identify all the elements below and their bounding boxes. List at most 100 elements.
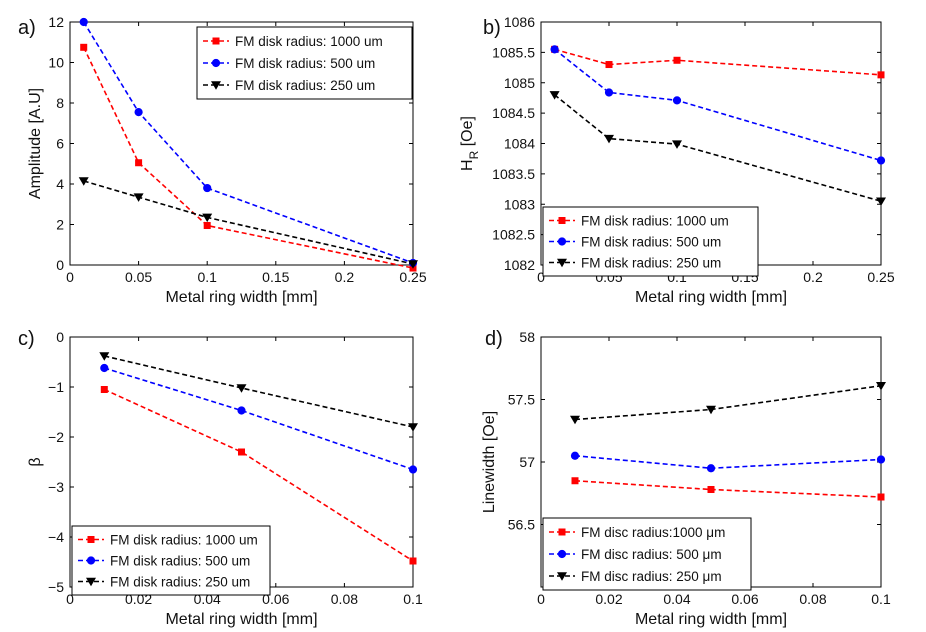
- data-point: [408, 260, 418, 269]
- series-line-2: [83, 21, 414, 264]
- y-tick-label: 10: [48, 55, 64, 71]
- data-point: [604, 134, 614, 144]
- data-point: [877, 71, 885, 79]
- x-axis-label: Metal ring width [mm]: [635, 289, 787, 306]
- legend-marker: [558, 217, 566, 224]
- x-tick-label: 0.1: [871, 591, 891, 607]
- x-axis-label: Metal ring width [mm]: [165, 611, 317, 628]
- legend-marker: [211, 81, 221, 90]
- panel-label: a): [18, 17, 36, 39]
- x-tick-label: 0.1: [403, 591, 423, 607]
- data-point: [237, 406, 246, 415]
- x-tick-label: 0.25: [867, 269, 894, 285]
- legend-marker: [557, 549, 567, 559]
- y-tick-label: 6: [56, 136, 64, 152]
- legend-marker: [86, 577, 96, 587]
- data-point: [672, 96, 682, 105]
- x-tick-label: 0: [537, 269, 545, 285]
- legend-entry: FM disc radius:1000 μm: [581, 525, 725, 540]
- x-tick-label: 0.1: [197, 269, 217, 285]
- series-line-2: [574, 454, 882, 470]
- legend-marker: [557, 572, 567, 581]
- series-line-1: [574, 479, 882, 498]
- data-point: [550, 45, 559, 54]
- legend: FM disc radius:1000 μm FM disc radius: 50…: [542, 517, 752, 591]
- legend-marker: [212, 37, 220, 45]
- data-point: [203, 222, 211, 230]
- x-tick-label: 0: [66, 269, 74, 285]
- x-axis-label: Metal ring width [mm]: [165, 289, 317, 306]
- data-point: [605, 61, 613, 69]
- legend-marker: [558, 528, 566, 536]
- x-tick-label: 0.08: [331, 591, 358, 607]
- y-tick-label: −5: [48, 579, 64, 595]
- data-point: [100, 363, 109, 373]
- y-axis-label: β: [27, 457, 44, 466]
- x-tick-label: 0.05: [125, 269, 152, 285]
- legend-marker: [557, 258, 567, 268]
- legend-entry: FM disc radius: 500 μm: [581, 547, 722, 562]
- x-tick-label: 0.2: [803, 269, 823, 285]
- legend: FM disk radius: 1000 um FM disk radius: 5…: [542, 206, 759, 277]
- y-tick-label: 0: [56, 329, 64, 345]
- y-tick-label: 1082: [504, 257, 535, 273]
- series-line-3: [574, 384, 882, 421]
- legend-marker: [211, 58, 221, 68]
- y-tick-label: 1086: [504, 14, 535, 30]
- legend-box: [196, 26, 413, 100]
- legend-entry: FM disk radius: 1000 um: [235, 34, 383, 49]
- data-point: [706, 464, 716, 473]
- data-point: [409, 557, 417, 565]
- data-point: [570, 451, 580, 460]
- series-line-3: [554, 94, 882, 202]
- y-tick-label: −2: [48, 429, 64, 445]
- series-line-3: [83, 180, 414, 265]
- y-axis-label-main: β: [27, 457, 44, 466]
- legend-entry: FM disk radius: 250 um: [581, 256, 721, 271]
- data-point: [408, 465, 418, 474]
- data-point: [135, 159, 143, 167]
- legend-entry: FM disk radius: 500 um: [235, 56, 375, 71]
- y-axis-label: Linewidth [Oe]: [481, 411, 498, 513]
- data-point: [238, 448, 245, 456]
- y-tick-label: 56.5: [508, 517, 535, 533]
- data-point: [877, 493, 885, 501]
- data-point: [549, 91, 560, 100]
- legend-entry: FM disc radius: 250 μm: [581, 569, 722, 584]
- y-axis-label-main: Linewidth [Oe]: [481, 411, 498, 513]
- data-point: [99, 352, 110, 361]
- y-tick-label: 12: [48, 14, 64, 30]
- data-point: [570, 415, 580, 425]
- panel-label: b): [483, 17, 501, 39]
- y-axis-label-main: H: [459, 159, 476, 171]
- y-axis-label: HR [Oe]: [459, 116, 481, 171]
- y-tick-label: 2: [56, 217, 64, 233]
- data-point: [134, 108, 143, 117]
- y-tick-label: 1084: [504, 136, 535, 152]
- legend: FM disk radius: 1000 um FM disk radius: 5…: [71, 525, 271, 596]
- panel-1: 0 0.05 0.1 0.15 0.2 0.25 0 2 4 6 8 10 12 a) Metal ring…: [18, 14, 427, 306]
- y-tick-label: 1083: [504, 196, 535, 212]
- x-tick-label: 0.04: [663, 591, 690, 607]
- data-point: [706, 405, 716, 415]
- y-tick-label: 1085: [504, 75, 535, 91]
- panel-2: 0 0.05 0.1 0.15 0.2 0.2510821082.510831083.51…: [459, 14, 895, 306]
- y-tick-label: 4: [56, 176, 64, 192]
- panel-3: 0 0.02 0.04 0.06 0.08 0.1−5−4−3−2−10c)Metal r…: [18, 328, 423, 628]
- panel-label: c): [18, 328, 35, 350]
- y-tick-label: 58: [519, 329, 535, 345]
- series-line-2: [554, 48, 882, 162]
- legend-entry: FM disk radius: 1000 um: [581, 214, 729, 229]
- x-tick-label: 0.15: [262, 269, 289, 285]
- data-point: [876, 455, 886, 464]
- data-point: [78, 177, 89, 186]
- legend: FM disk radius: 1000 um FM disk radius: 5…: [196, 26, 413, 100]
- data-point: [79, 17, 88, 27]
- legend-marker: [557, 237, 567, 246]
- series-line-1: [103, 388, 414, 562]
- data-point: [203, 183, 212, 193]
- series-line-1: [554, 48, 882, 76]
- y-tick-label: 1083.5: [492, 166, 535, 182]
- data-point: [707, 486, 715, 493]
